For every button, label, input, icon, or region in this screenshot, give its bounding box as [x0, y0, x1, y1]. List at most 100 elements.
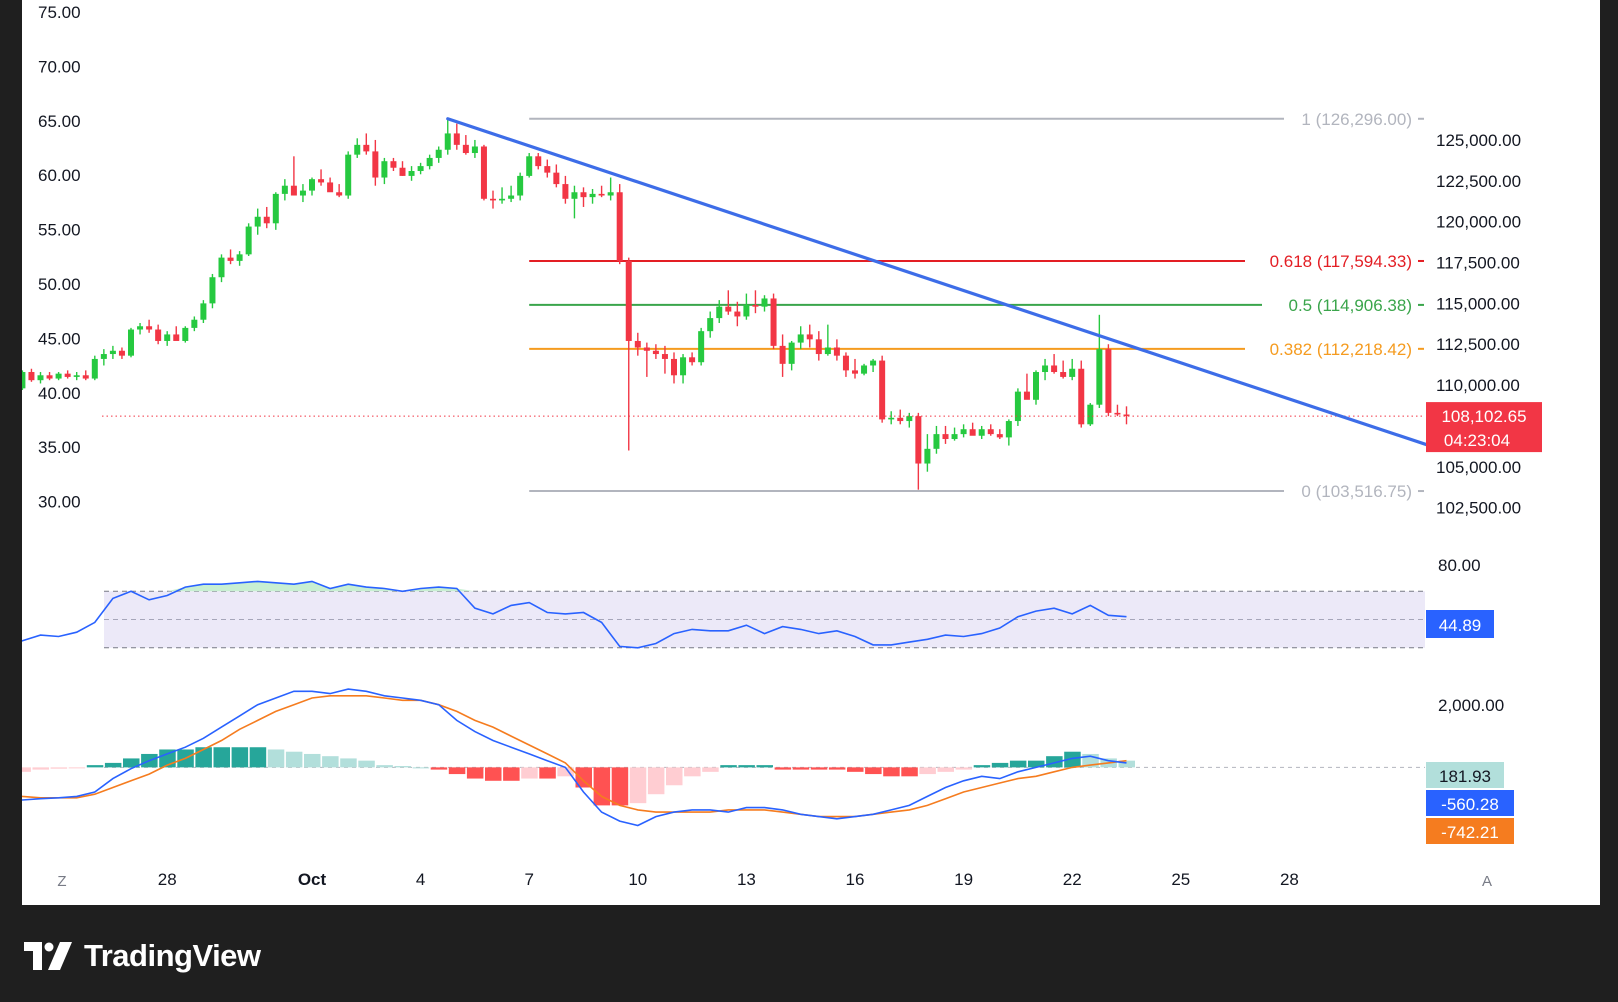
candle-down: [553, 172, 560, 185]
candle-down: [580, 192, 587, 198]
candle-down: [1060, 372, 1067, 377]
macd-histogram-bar: [448, 767, 466, 775]
time-axis-label: 10: [628, 870, 647, 889]
candle-up: [426, 157, 433, 167]
candle-up: [236, 254, 243, 261]
macd-histogram-bar: [86, 765, 104, 768]
macd-histogram-bar: [1046, 756, 1063, 768]
fib-level-label: 1 (126,296.00): [1301, 110, 1412, 129]
candle-down: [399, 167, 406, 176]
candle-down: [227, 257, 234, 261]
macd-histogram-bar: [358, 760, 375, 768]
candle-up: [870, 360, 877, 366]
candle-down: [318, 179, 325, 183]
macd-histogram-bar: [485, 767, 502, 781]
candle-up: [508, 195, 515, 199]
candle-down: [544, 166, 551, 173]
macd-histogram-bar: [1028, 760, 1045, 768]
trend-line-drawing[interactable]: [446, 117, 1436, 449]
candle-up: [960, 429, 967, 435]
macd-histogram-bar: [304, 753, 321, 768]
time-axis-label: 13: [737, 870, 756, 889]
macd-histogram-bar: [666, 767, 683, 786]
macd-value-badge: [1426, 790, 1514, 816]
candle-up: [299, 190, 306, 196]
candle-up: [1033, 372, 1039, 400]
macd-histogram-bar: [466, 767, 484, 779]
right-axis-tick: 102,500.00: [1436, 499, 1521, 518]
candle-down: [643, 347, 650, 351]
candle-up: [1042, 365, 1049, 373]
candle-up: [55, 373, 62, 379]
macd-signal-line: [22, 695, 1127, 818]
candle-down: [263, 216, 270, 224]
candle-up: [164, 334, 171, 341]
candle-up: [309, 179, 315, 191]
candle-down: [879, 360, 886, 420]
time-axis-label: 4: [416, 870, 425, 889]
log-scale-toggle: Z: [57, 873, 66, 890]
candle-up: [91, 358, 98, 379]
left-axis-tick: 40.00: [38, 384, 81, 403]
macd-histogram-bar: [702, 767, 719, 772]
macd-histogram-bar: [973, 765, 991, 768]
fibonacci-retracement[interactable]: 1 (126,296.00) 0.618 (117,594.33) 0.5 (114…: [529, 110, 1424, 501]
macd-histogram-bar: [575, 767, 592, 788]
candle-down: [562, 184, 569, 199]
candle-down: [616, 192, 623, 261]
right-axis-tick: 115,000.00: [1436, 294, 1520, 313]
candle-down: [815, 339, 822, 355]
macd-histogram-bar: [865, 767, 882, 775]
candle-up: [888, 417, 895, 420]
chart-canvas[interactable]: 1 (126,296.00) 0.618 (117,594.33) 0.5 (114…: [22, 0, 1600, 905]
candle-up: [1005, 421, 1012, 438]
candle-up: [191, 319, 198, 328]
macd-histogram-bar: [285, 751, 303, 768]
macd-histogram-bar: [22, 767, 31, 772]
candle-up: [209, 277, 216, 304]
macd-histogram-bar: [810, 767, 828, 770]
candle-down: [390, 161, 397, 168]
signal-value-badge: [1426, 818, 1514, 844]
candle-down: [689, 357, 696, 363]
fib-level-label: 0.618 (117,594.33): [1270, 252, 1412, 271]
candle-down: [118, 350, 125, 356]
left-axis-tick: 30.00: [38, 493, 81, 512]
candle-down: [1023, 391, 1030, 400]
candle-up: [22, 372, 26, 389]
candle-up: [128, 329, 134, 356]
right-axis-tick: 120,000.00: [1436, 213, 1521, 232]
candle-down: [897, 417, 904, 422]
candle-down: [28, 372, 35, 381]
macd-histogram-bar: [32, 767, 49, 770]
candle-up: [100, 354, 107, 359]
macd-histogram-bar: [883, 767, 900, 777]
axes-labels: 75.00 70.00 65.00 60.00 55.00 50.00 45.00 40.00…: [38, 3, 1521, 889]
macd-histogram-bar: [629, 767, 647, 804]
macd-value: -560.28: [1441, 795, 1499, 814]
candle-down: [64, 373, 71, 377]
right-axis-tick: 105,000.00: [1436, 458, 1521, 477]
macd-histogram-bar: [267, 749, 285, 768]
time-axis-label: 28: [1280, 870, 1299, 889]
candle-up: [716, 306, 723, 319]
macd-line: [22, 688, 1127, 827]
price-badges: 108,102.65 04:23:04 44.89 181.93 -560.28 -742…: [1426, 402, 1542, 844]
candle-down: [1114, 412, 1121, 415]
candle-down: [535, 156, 542, 167]
candle-up: [698, 331, 705, 363]
chart-frame[interactable]: 1 (126,296.00) 0.618 (117,594.33) 0.5 (114…: [22, 0, 1600, 905]
fib-level-label: 0 (103,516.75): [1301, 482, 1412, 501]
macd-histogram-bar: [720, 765, 737, 768]
tradingview-brand[interactable]: TradingView: [24, 936, 261, 976]
macd-histogram-bar: [792, 767, 810, 770]
macd-histogram-bar: [1118, 760, 1135, 768]
candle-down: [852, 370, 858, 374]
macd-histogram-bar: [1009, 760, 1027, 768]
candle-up: [245, 226, 252, 255]
right-axis-tick: 122,500.00: [1436, 172, 1521, 191]
candle-up: [571, 192, 578, 199]
last-price-value: 108,102.65: [1441, 407, 1526, 426]
macd-histogram-bar: [738, 765, 755, 768]
